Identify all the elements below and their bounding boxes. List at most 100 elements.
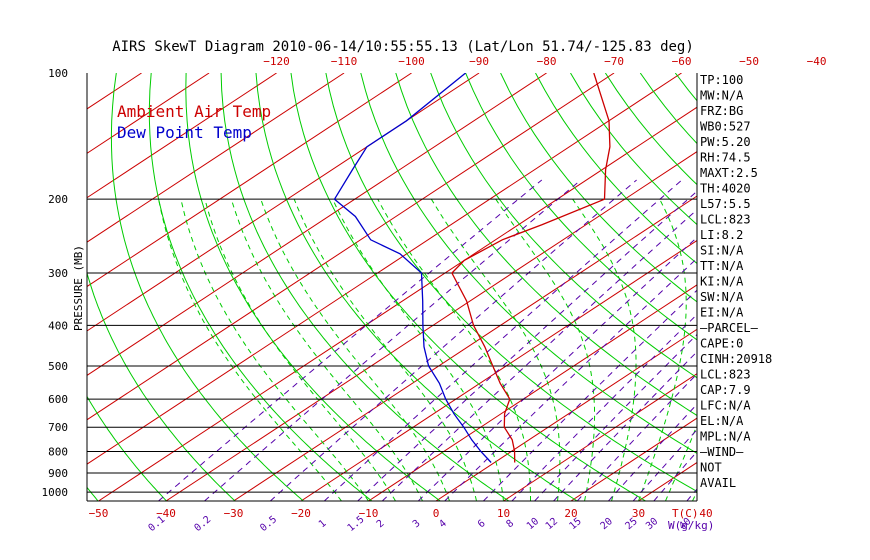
legend-ambient: Ambient Air Temp	[117, 102, 271, 121]
dewpoint-temperature-profile	[333, 73, 492, 463]
top-temperature-axis: −120 −110 −100 −90 −80 −70 −60 −50 −40	[263, 55, 826, 68]
dry-adiabat-line	[148, 73, 373, 501]
dry-adiabat-line	[639, 73, 697, 145]
bottom-temperature-tick-label: −20	[291, 507, 311, 520]
isotherm-line	[435, 328, 697, 501]
dry-adiabat-line	[780, 73, 870, 501]
mixing-ratio-tick-label: 6	[476, 518, 488, 530]
top-temperature-tick-label: −110	[331, 55, 358, 68]
pressure-tick-label: 700	[48, 421, 68, 434]
moist-adiabat-line	[204, 199, 396, 501]
index-entry: CAP:7.9	[700, 383, 751, 397]
dry-adiabat-line	[220, 73, 510, 501]
index-entry: SW:N/A	[700, 290, 744, 304]
index-entry: MAXT:2.5	[700, 166, 758, 180]
legend: Ambient Air Temp Dew Point Temp	[117, 102, 271, 142]
index-entry: TH:4020	[700, 182, 751, 196]
mixing-ratio-line	[576, 373, 697, 501]
pressure-tick-label: 500	[48, 360, 68, 373]
dry-adiabat-line	[500, 73, 697, 303]
mixing-ratio-line	[534, 333, 697, 501]
top-temperature-tick-label: −120	[263, 55, 290, 68]
index-entry: MPL:N/A	[700, 430, 751, 444]
dry-adiabat-line	[850, 73, 870, 501]
profiles	[333, 73, 611, 463]
moist-adiabat-line	[430, 198, 561, 501]
moist-adiabat-line	[495, 198, 596, 501]
isotherm-line	[87, 73, 277, 199]
mixing-ratio-line	[653, 450, 697, 501]
dry-adiabat-line	[290, 73, 646, 501]
mixing-ratio-tick-label: 0.2	[192, 514, 213, 534]
mixing-ratio-line	[511, 313, 697, 501]
mixing-ratio-line	[553, 351, 697, 501]
isotherm-line	[0, 73, 74, 501]
dry-adiabat-line	[360, 73, 697, 454]
mixing-ratio-tick-label: 0.5	[258, 514, 279, 534]
isotherm-line	[233, 195, 697, 501]
mixing-ratio-line	[483, 289, 697, 501]
mixing-ratio-tick-label: 8	[504, 518, 516, 530]
index-entry: EI:N/A	[700, 306, 744, 320]
isotherm-line	[570, 417, 697, 501]
mixing-ratio-tick-label: 20	[599, 516, 615, 532]
index-entry: –WIND–	[700, 445, 744, 459]
mixing-ratio-line	[323, 179, 683, 501]
index-entry: LCL:823	[700, 368, 751, 382]
bottom-temperature-tick-label: 0	[433, 507, 440, 520]
ambient-temperature-profile	[451, 73, 611, 463]
t-axis-label: T(C)	[672, 507, 699, 520]
mixing-ratio-line	[269, 179, 637, 501]
bottom-temperature-tick-label: 10	[497, 507, 510, 520]
dry-adiabat-line	[815, 73, 870, 501]
dry-adiabat-line	[465, 73, 697, 341]
top-temperature-tick-label: −40	[807, 55, 827, 68]
mixing-ratio-tick-label: 4	[437, 518, 449, 530]
isotherm-line	[87, 73, 682, 465]
isotherm-line	[300, 239, 697, 501]
moist-adiabat-line	[158, 199, 342, 501]
mixing-ratio-tick-label: 12	[544, 516, 560, 532]
pressure-tick-label: 300	[48, 267, 68, 280]
index-entry: PW:5.20	[700, 135, 751, 149]
moist-adiabat-line	[180, 199, 369, 501]
top-temperature-tick-label: −100	[398, 55, 425, 68]
isotherm-line	[503, 373, 697, 501]
index-entry: CINH:20918	[700, 352, 772, 366]
mixing-ratio-tick-label: 10	[525, 516, 541, 532]
background-lines	[0, 73, 870, 501]
pressure-tick-label: 600	[48, 393, 68, 406]
index-entry: –PARCEL–	[700, 321, 759, 335]
bottom-temperature-axis: −50 −40 −30 −20 −10 0 10 20 30 40	[89, 507, 713, 520]
pressure-tick-label: 400	[48, 319, 68, 332]
pressure-tick-label: 900	[48, 467, 68, 480]
isotherm-line	[165, 151, 697, 501]
dry-adiabat-line	[745, 73, 870, 501]
mixing-ratio-tick-label: 30	[644, 516, 660, 532]
index-entry: LFC:N/A	[700, 399, 751, 413]
isotherm-line	[774, 73, 870, 501]
isotherm-line	[87, 73, 210, 154]
indices-panel: TP:100MW:N/AFRZ:BGWB0:527PW:5.20RH:74.5M…	[700, 73, 772, 490]
top-temperature-tick-label: −70	[604, 55, 624, 68]
moist-adiabat-line	[638, 198, 687, 501]
bottom-temperature-tick-label: −50	[89, 507, 109, 520]
moist-adiabat-line	[230, 199, 423, 501]
isotherm-line	[87, 73, 547, 376]
isotherm-line	[98, 106, 697, 501]
index-entry: MW:N/A	[700, 89, 744, 103]
isotherm-line	[87, 73, 615, 421]
mixing-ratio-tick-label: 2	[375, 518, 387, 530]
isotherm-line	[87, 73, 412, 288]
index-entry: SI:N/A	[700, 244, 744, 258]
index-entry: FRZ:BG	[700, 104, 743, 118]
chart-title: AIRS SkewT Diagram 2010-06-14/10:55:55.1…	[112, 39, 694, 55]
mixing-ratio-line	[632, 428, 697, 501]
mixing-ratio-line	[158, 179, 543, 501]
mixing-ratio-line	[608, 403, 697, 501]
bottom-temperature-tick-label: −10	[359, 507, 379, 520]
bottom-temperature-tick-label: 20	[564, 507, 577, 520]
bottom-temperature-tick-label: 30	[632, 507, 645, 520]
bottom-temperature-tick-label: 40	[699, 507, 712, 520]
